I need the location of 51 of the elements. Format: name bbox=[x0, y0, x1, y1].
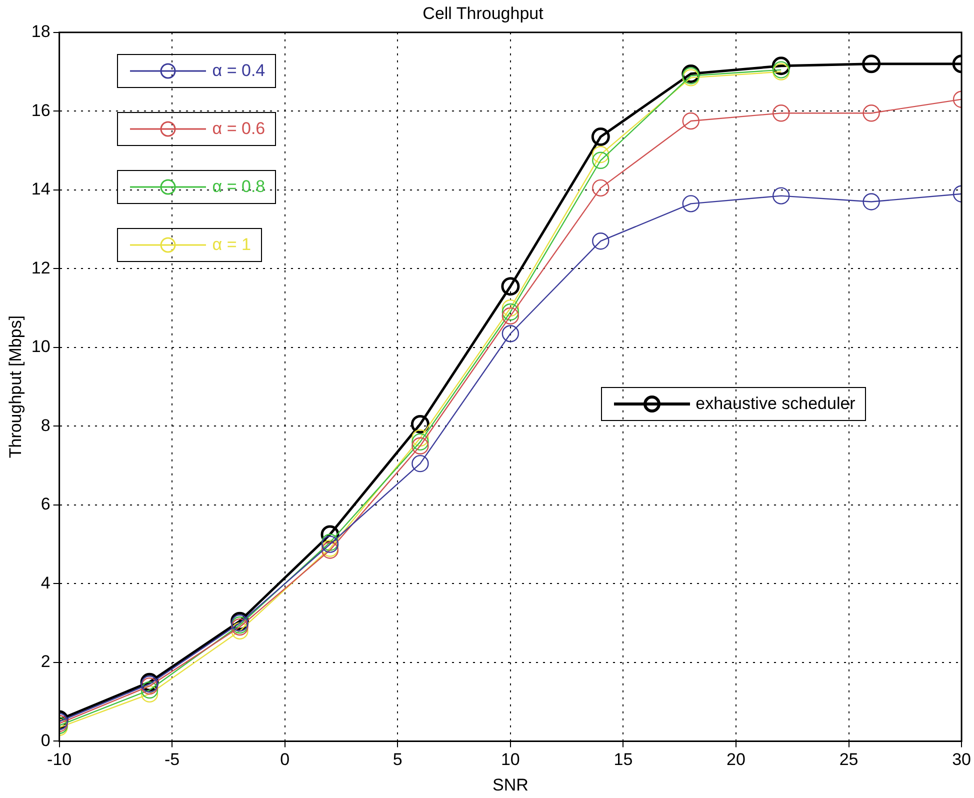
y-tick-label: 14 bbox=[31, 180, 50, 199]
legend-label: exhaustive scheduler bbox=[696, 394, 856, 414]
point bbox=[502, 325, 520, 342]
point bbox=[502, 299, 520, 317]
y-tick-label: 8 bbox=[40, 416, 50, 435]
x-tick-label: -10 bbox=[47, 750, 72, 770]
point bbox=[140, 681, 158, 699]
y-tick-label: 4 bbox=[40, 573, 50, 592]
y-tick-label: 18 bbox=[31, 22, 50, 42]
y-tick-label: 6 bbox=[40, 494, 50, 514]
point bbox=[412, 429, 429, 447]
point bbox=[412, 437, 429, 454]
legend-label: α = 1 bbox=[212, 235, 251, 256]
point bbox=[772, 104, 790, 122]
x-tick-label: 15 bbox=[614, 750, 633, 770]
x-tick-label: 30 bbox=[952, 750, 972, 770]
x-axis-title: SNR bbox=[492, 775, 528, 794]
point bbox=[412, 433, 429, 451]
x-tick-label: 20 bbox=[726, 750, 746, 770]
point bbox=[862, 54, 881, 74]
point bbox=[862, 104, 880, 122]
point bbox=[592, 232, 610, 250]
point bbox=[502, 307, 520, 325]
point bbox=[501, 277, 520, 296]
y-tick-label: 16 bbox=[31, 100, 50, 120]
point bbox=[140, 685, 158, 703]
legend-label: α = 0.4 bbox=[212, 61, 266, 82]
x-tick-label: 25 bbox=[839, 750, 858, 770]
point bbox=[682, 195, 700, 212]
point bbox=[682, 112, 700, 130]
legend-label: α = 0.8 bbox=[212, 177, 266, 198]
point bbox=[412, 454, 429, 472]
legend-label: α = 0.6 bbox=[212, 119, 266, 140]
y-tick-label: 2 bbox=[40, 652, 50, 672]
x-tick-label: 5 bbox=[392, 750, 402, 770]
point bbox=[592, 152, 610, 169]
y-tick-label: 10 bbox=[31, 337, 50, 356]
point bbox=[592, 179, 610, 197]
x-tick-label: 10 bbox=[500, 750, 520, 770]
point bbox=[231, 622, 248, 640]
point bbox=[862, 193, 880, 210]
y-tick-label: 12 bbox=[31, 258, 50, 278]
x-tick-label: -5 bbox=[164, 750, 180, 770]
x-tick-label: 0 bbox=[280, 750, 290, 770]
y-tick-label: 0 bbox=[40, 730, 50, 750]
y-axis-title: Throughput [Mbps] bbox=[6, 315, 25, 458]
point bbox=[502, 303, 520, 321]
point bbox=[772, 187, 790, 204]
point bbox=[591, 128, 610, 146]
point bbox=[592, 146, 610, 164]
chart-title: Cell Throughput bbox=[422, 4, 544, 23]
